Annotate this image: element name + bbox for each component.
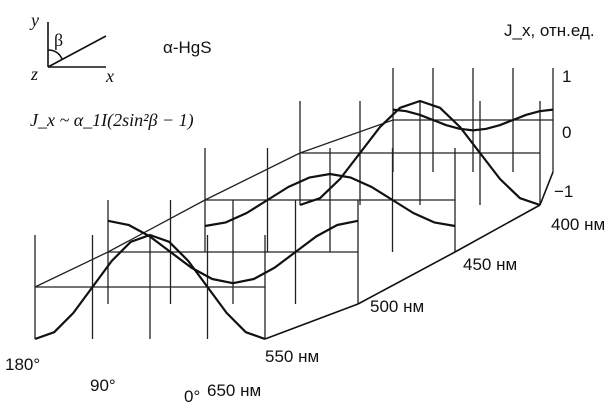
plane-2: [204, 148, 456, 252]
series-curve: [299, 99, 541, 207]
curves-layer: [34, 99, 554, 341]
series-curve: [34, 233, 266, 341]
depth-rail-line: [264, 303, 359, 340]
depth-rail-line: [454, 204, 541, 253]
depth-rail-line: [204, 152, 301, 201]
plane-3: [299, 101, 541, 205]
x-tick-0: 0°: [184, 387, 200, 403]
series-curve: [392, 108, 554, 132]
z-tick-1: 1: [562, 67, 571, 86]
plane-4: [392, 68, 554, 172]
plane-1: [107, 200, 359, 304]
depth-rails: [34, 119, 554, 340]
depth-rail-line: [539, 171, 554, 206]
depth-tick-450: 450 нм: [463, 255, 517, 274]
depth-rail-line: [357, 251, 456, 305]
back-planes-grid: [34, 68, 554, 340]
series-curve: [107, 219, 359, 285]
depth-tick-550: 550 нм: [265, 347, 319, 366]
inset-z-label: z: [30, 64, 38, 84]
series-curve: [204, 172, 456, 228]
chart-title: α-HgS: [163, 38, 212, 57]
plane-0: [34, 235, 266, 339]
depth-tick-650: 650 нм: [207, 381, 261, 400]
z-tick-minus1: −1: [554, 182, 573, 201]
depth-rail-line: [34, 251, 109, 288]
inset-direction-line: [47, 35, 107, 68]
inset-beta-label: β: [54, 30, 63, 50]
inset-y-label: y: [29, 10, 39, 30]
inset-angle-arc: [47, 49, 63, 60]
z-axis-title: J_x, отн.ед.: [504, 21, 595, 40]
formula-label: J_x ~ α_1I(2sin²β − 1): [30, 110, 194, 131]
depth-tick-500: 500 нм: [370, 297, 424, 316]
depth-rail-line: [299, 119, 394, 154]
x-tick-90: 90°: [90, 376, 116, 395]
depth-rail-line: [107, 199, 206, 253]
z-tick-0: 0: [562, 123, 571, 142]
inset-x-label: x: [105, 66, 114, 86]
depth-tick-400: 400 нм: [551, 215, 605, 234]
x-tick-180: 180°: [5, 355, 40, 374]
coordinate-inset: y z x β: [29, 10, 114, 86]
